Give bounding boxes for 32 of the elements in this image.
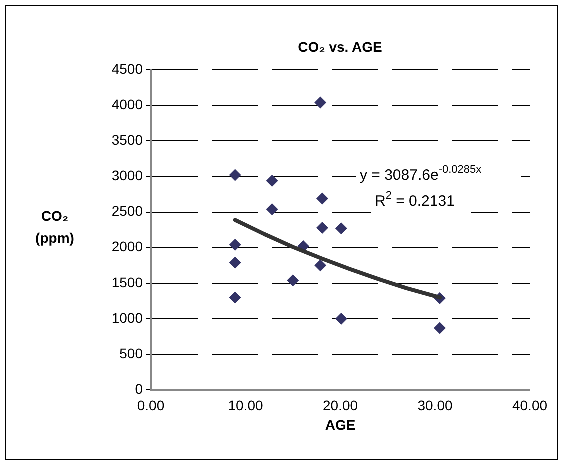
x-tick-label: 40.00 bbox=[512, 397, 548, 414]
point bbox=[266, 175, 278, 188]
point bbox=[434, 322, 446, 334]
point bbox=[314, 260, 327, 272]
y-tick-label: 500 bbox=[120, 345, 144, 362]
y-tick-label: 3500 bbox=[112, 132, 144, 148]
x-tick-label: 20.00 bbox=[322, 397, 358, 414]
point bbox=[335, 222, 348, 235]
y-tick-label: 3000 bbox=[112, 168, 144, 184]
x-axis-title: AGE bbox=[325, 416, 356, 433]
y-tick-label: 1000 bbox=[112, 310, 144, 326]
point bbox=[314, 96, 327, 109]
point bbox=[229, 169, 242, 182]
y-tick-label: 4000 bbox=[112, 96, 144, 112]
x-tick-label: 10.00 bbox=[228, 397, 264, 414]
point bbox=[316, 192, 328, 205]
point bbox=[287, 274, 300, 287]
y-tick-label: 1500 bbox=[112, 274, 144, 290]
y-tick-label: 2500 bbox=[112, 203, 144, 220]
y-tick-label: 2000 bbox=[112, 238, 144, 255]
y-tick-label: 0 bbox=[135, 381, 144, 398]
x-tick-label: 0.00 bbox=[137, 397, 165, 414]
point bbox=[266, 203, 278, 216]
y-axis-title: CO₂ (ppm) bbox=[36, 208, 74, 246]
chart-title: CO₂ vs. AGE bbox=[298, 38, 382, 55]
point bbox=[316, 222, 328, 234]
point bbox=[229, 256, 242, 269]
point bbox=[229, 292, 242, 304]
x-tick-label: 30.00 bbox=[418, 397, 453, 414]
point bbox=[335, 313, 348, 326]
y-tick-label: 4500 bbox=[112, 60, 144, 77]
point bbox=[229, 239, 242, 252]
